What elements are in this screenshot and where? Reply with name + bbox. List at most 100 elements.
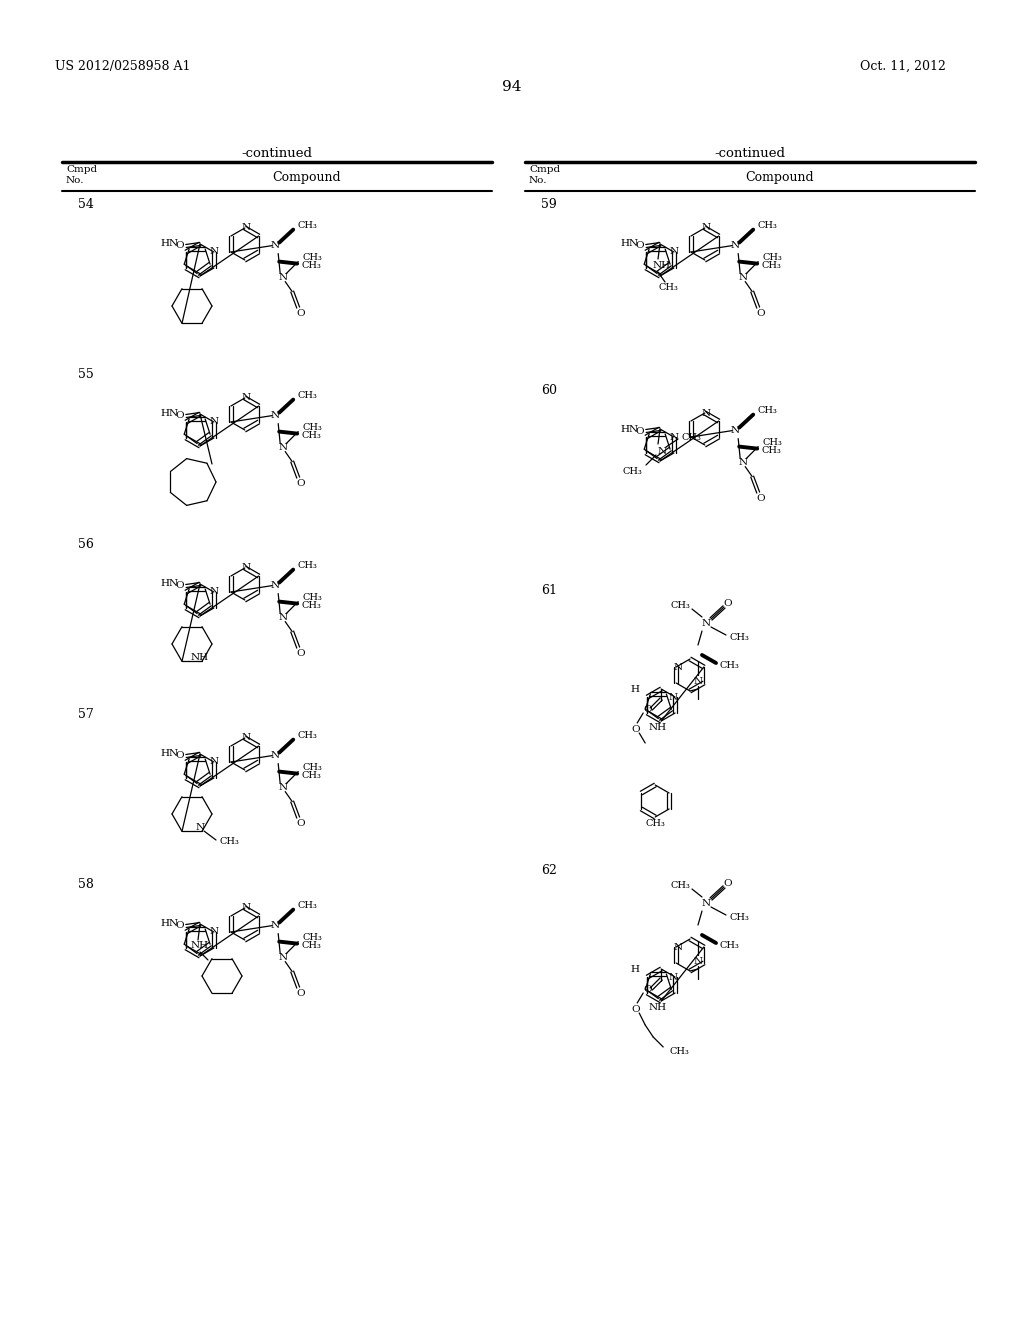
Text: CH₃: CH₃ [302, 933, 323, 942]
Text: N: N [701, 619, 711, 627]
Text: N: N [731, 242, 739, 249]
Text: 57: 57 [78, 709, 94, 722]
Text: N: N [279, 273, 288, 282]
Text: O: O [631, 725, 640, 734]
Text: HN: HN [620, 239, 638, 248]
Text: CH₃: CH₃ [730, 912, 750, 921]
Text: CH₃: CH₃ [297, 391, 317, 400]
Text: NH: NH [653, 261, 671, 271]
Text: 62: 62 [541, 863, 557, 876]
Text: 54: 54 [78, 198, 94, 211]
Text: CH₃: CH₃ [761, 261, 781, 271]
Text: N: N [270, 242, 280, 249]
Text: N: N [693, 676, 702, 685]
Text: N: N [670, 248, 679, 256]
Text: CH₃: CH₃ [762, 253, 782, 263]
Text: O: O [176, 582, 184, 590]
Text: Compound: Compound [272, 172, 341, 183]
Text: No.: No. [66, 176, 85, 185]
Text: HN: HN [160, 409, 178, 418]
Text: O: O [643, 985, 651, 994]
Text: N: N [242, 393, 250, 403]
Text: NH: NH [648, 722, 667, 731]
Text: CH₃: CH₃ [297, 731, 317, 741]
Text: N: N [738, 273, 748, 282]
Text: N: N [196, 824, 205, 833]
Text: CH₃: CH₃ [301, 601, 322, 610]
Text: N: N [674, 942, 683, 952]
Text: O: O [296, 989, 304, 998]
Text: CH₃: CH₃ [761, 446, 781, 455]
Text: N: N [701, 408, 711, 417]
Text: US 2012/0258958 A1: US 2012/0258958 A1 [55, 59, 190, 73]
Text: H: H [631, 685, 639, 693]
Text: HN: HN [160, 920, 178, 928]
Text: NH: NH [190, 653, 209, 663]
Text: O: O [176, 751, 184, 760]
Text: N: N [242, 223, 250, 232]
Text: CH₃: CH₃ [757, 220, 777, 230]
Text: O: O [176, 921, 184, 931]
Text: O: O [756, 494, 765, 503]
Text: N: N [209, 587, 218, 597]
Text: N: N [670, 433, 679, 441]
Text: CH₃: CH₃ [658, 284, 678, 293]
Text: 56: 56 [78, 539, 94, 552]
Text: No.: No. [529, 176, 548, 185]
Text: N: N [731, 426, 739, 436]
Text: Compound: Compound [745, 172, 814, 183]
Text: 94: 94 [502, 81, 522, 94]
Text: HN: HN [160, 750, 178, 759]
Text: NH: NH [190, 941, 209, 950]
Text: CH₃: CH₃ [301, 771, 322, 780]
Text: O: O [724, 598, 732, 607]
Text: N: N [693, 957, 702, 965]
Text: NH: NH [648, 1002, 667, 1011]
Text: N: N [279, 953, 288, 962]
Text: HN: HN [620, 425, 638, 433]
Text: N: N [738, 458, 748, 467]
Text: O: O [643, 705, 651, 714]
Text: CH₃: CH₃ [762, 438, 782, 447]
Text: N: N [270, 581, 280, 590]
Text: Cmpd: Cmpd [66, 165, 97, 174]
Text: CH₃: CH₃ [670, 601, 690, 610]
Text: CH₃: CH₃ [220, 837, 240, 846]
Text: N: N [674, 663, 683, 672]
Text: CH₃: CH₃ [297, 561, 317, 570]
Text: N: N [279, 783, 288, 792]
Text: 55: 55 [78, 368, 94, 381]
Text: CH₃: CH₃ [670, 880, 690, 890]
Text: CH₃: CH₃ [302, 253, 323, 263]
Text: CH₃: CH₃ [301, 432, 322, 440]
Text: CH₃: CH₃ [730, 632, 750, 642]
Text: N: N [669, 693, 678, 701]
Text: O: O [296, 479, 304, 488]
Text: HN: HN [160, 579, 178, 589]
Text: N: N [209, 248, 218, 256]
Text: Cmpd: Cmpd [529, 165, 560, 174]
Text: CH₃: CH₃ [623, 466, 642, 475]
Text: O: O [756, 309, 765, 318]
Text: N: N [209, 758, 218, 767]
Text: N: N [657, 446, 667, 455]
Text: 60: 60 [541, 384, 557, 396]
Text: O: O [296, 309, 304, 318]
Text: CH₃: CH₃ [302, 424, 323, 432]
Text: N: N [242, 903, 250, 912]
Text: CH₃: CH₃ [757, 407, 777, 414]
Text: HN: HN [160, 239, 178, 248]
Text: 59: 59 [541, 198, 557, 211]
Text: CH₃: CH₃ [297, 220, 317, 230]
Text: CH₃: CH₃ [670, 1047, 689, 1056]
Text: CH₃: CH₃ [297, 902, 317, 909]
Text: N: N [669, 973, 678, 982]
Text: 61: 61 [541, 583, 557, 597]
Text: CH₃: CH₃ [720, 940, 740, 949]
Text: O: O [631, 1005, 640, 1014]
Text: O: O [296, 649, 304, 659]
Text: O: O [636, 242, 644, 251]
Text: N: N [209, 417, 218, 426]
Text: CH₃: CH₃ [720, 660, 740, 669]
Text: CH₃: CH₃ [645, 820, 666, 829]
